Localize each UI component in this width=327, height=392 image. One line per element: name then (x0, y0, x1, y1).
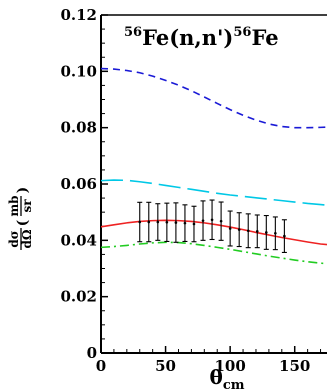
y-label-unit-den: sr (20, 199, 34, 213)
data-marker (138, 220, 142, 224)
y-tick-label: 0.02 (60, 288, 97, 306)
data-marker (274, 231, 277, 235)
chart-title: 56Fe(n,n')56Fe (124, 25, 279, 50)
data-marker (246, 229, 250, 233)
y-label-unit-num: mb (7, 195, 21, 216)
data-marker (283, 234, 286, 238)
data-point (254, 214, 260, 249)
y-label-frac-num: dσ (7, 230, 21, 247)
series-line-long-dash (101, 179, 327, 206)
data-point (155, 203, 161, 241)
data-marker (183, 221, 187, 225)
y-tick-label: 0.04 (60, 231, 97, 249)
data-point (200, 200, 206, 241)
y-tick-label: 0.08 (60, 119, 97, 137)
data-marker (156, 220, 160, 224)
title-sup-2: 56 (233, 25, 251, 40)
y-tick-label: 0.10 (60, 62, 97, 80)
y-tick-label: 0.12 (60, 6, 97, 24)
x-axis-label: θcm (209, 365, 244, 392)
errorbar-layer (137, 199, 287, 253)
x-tick-label: 150 (279, 357, 310, 375)
data-marker (237, 228, 241, 231)
data-marker (174, 221, 178, 224)
y-label-paren-open: ( (15, 220, 31, 227)
x-tick-label: 50 (155, 357, 176, 375)
data-point (272, 216, 278, 251)
title-text-2: Fe (251, 25, 278, 50)
title-sup-1: 56 (124, 25, 142, 40)
data-point (191, 205, 197, 243)
data-marker (165, 221, 169, 224)
data-point (146, 201, 152, 243)
title-text-1: Fe(n,n') (142, 25, 233, 50)
data-marker (210, 218, 214, 222)
y-label-paren-close: ) (15, 187, 31, 194)
series-line-short-dash (101, 67, 327, 129)
x-tick-label: 100 (214, 357, 245, 375)
series-layer (101, 67, 327, 265)
data-point (173, 202, 179, 243)
data-point (209, 199, 215, 241)
y-label-frac-den: dΩ (20, 229, 34, 248)
data-marker (192, 222, 196, 226)
series-line-dash-dot (101, 241, 327, 265)
data-marker (228, 227, 232, 230)
y-axis-label: dσ dΩ ( mb sr ) (7, 187, 34, 250)
data-point (245, 213, 251, 249)
data-marker (201, 219, 205, 222)
data-point (263, 214, 269, 250)
series-line-solid (101, 219, 327, 246)
x-label-sub: cm (223, 378, 245, 392)
data-marker (219, 219, 223, 223)
x-label-main: θ (209, 365, 222, 389)
data-point (281, 219, 287, 253)
data-marker (265, 231, 268, 234)
data-point (227, 210, 233, 247)
data-marker (147, 220, 151, 224)
x-tick-labels: 0 50 100 150 (96, 357, 311, 375)
axis-ticks (100, 14, 322, 354)
y-tick-label: 0.06 (60, 175, 97, 193)
data-point (218, 201, 224, 241)
data-point (137, 201, 143, 243)
x-tick-label: 0 (96, 357, 106, 375)
y-tick-label: 0 (87, 344, 97, 362)
data-marker (255, 230, 259, 233)
data-point (182, 204, 188, 243)
data-point (236, 212, 242, 248)
y-tick-labels: 0 0.02 0.04 0.06 0.08 0.10 0.12 (60, 6, 97, 362)
data-point (164, 202, 170, 243)
